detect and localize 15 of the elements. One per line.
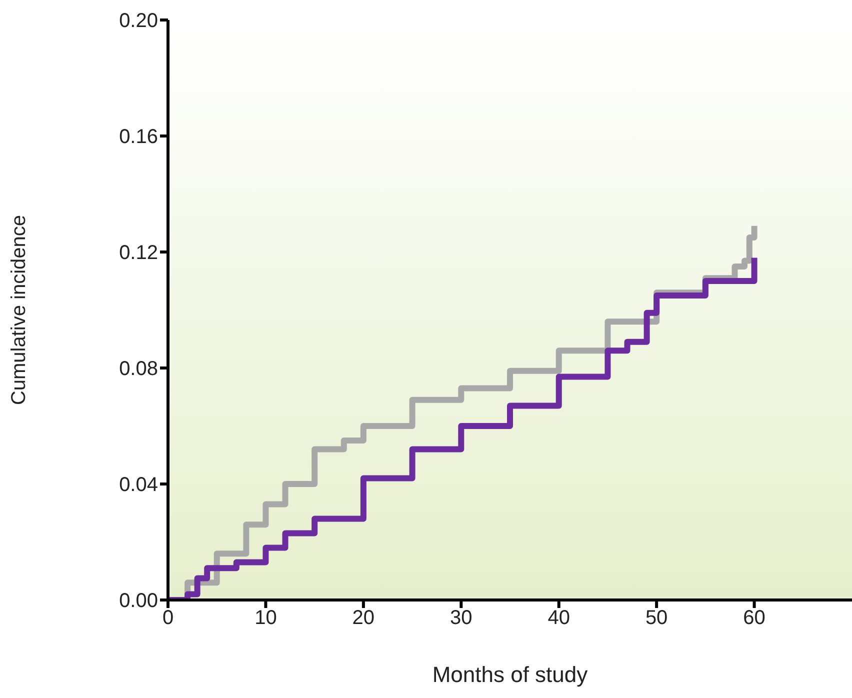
y-tick-label: 0.00 xyxy=(119,590,158,612)
y-tick-label: 0.20 xyxy=(119,10,158,32)
x-tick-label: 10 xyxy=(254,607,277,630)
x-axis-title: Months of study xyxy=(432,662,588,687)
x-tick-label: 20 xyxy=(352,607,375,630)
x-tick-label: 50 xyxy=(645,607,668,630)
x-tick-label: 40 xyxy=(548,607,570,630)
y-tick-label: 0.08 xyxy=(119,358,158,380)
x-tick-label: 60 xyxy=(743,607,766,630)
y-axis-title: Cumulative incidence xyxy=(8,214,30,406)
y-tick-label: 0.16 xyxy=(119,126,158,148)
x-tick-label: 30 xyxy=(450,607,472,630)
y-tick-label: 0.04 xyxy=(119,474,158,496)
x-tick-label: 0 xyxy=(162,607,174,630)
y-tick-label: 0.12 xyxy=(119,242,158,264)
